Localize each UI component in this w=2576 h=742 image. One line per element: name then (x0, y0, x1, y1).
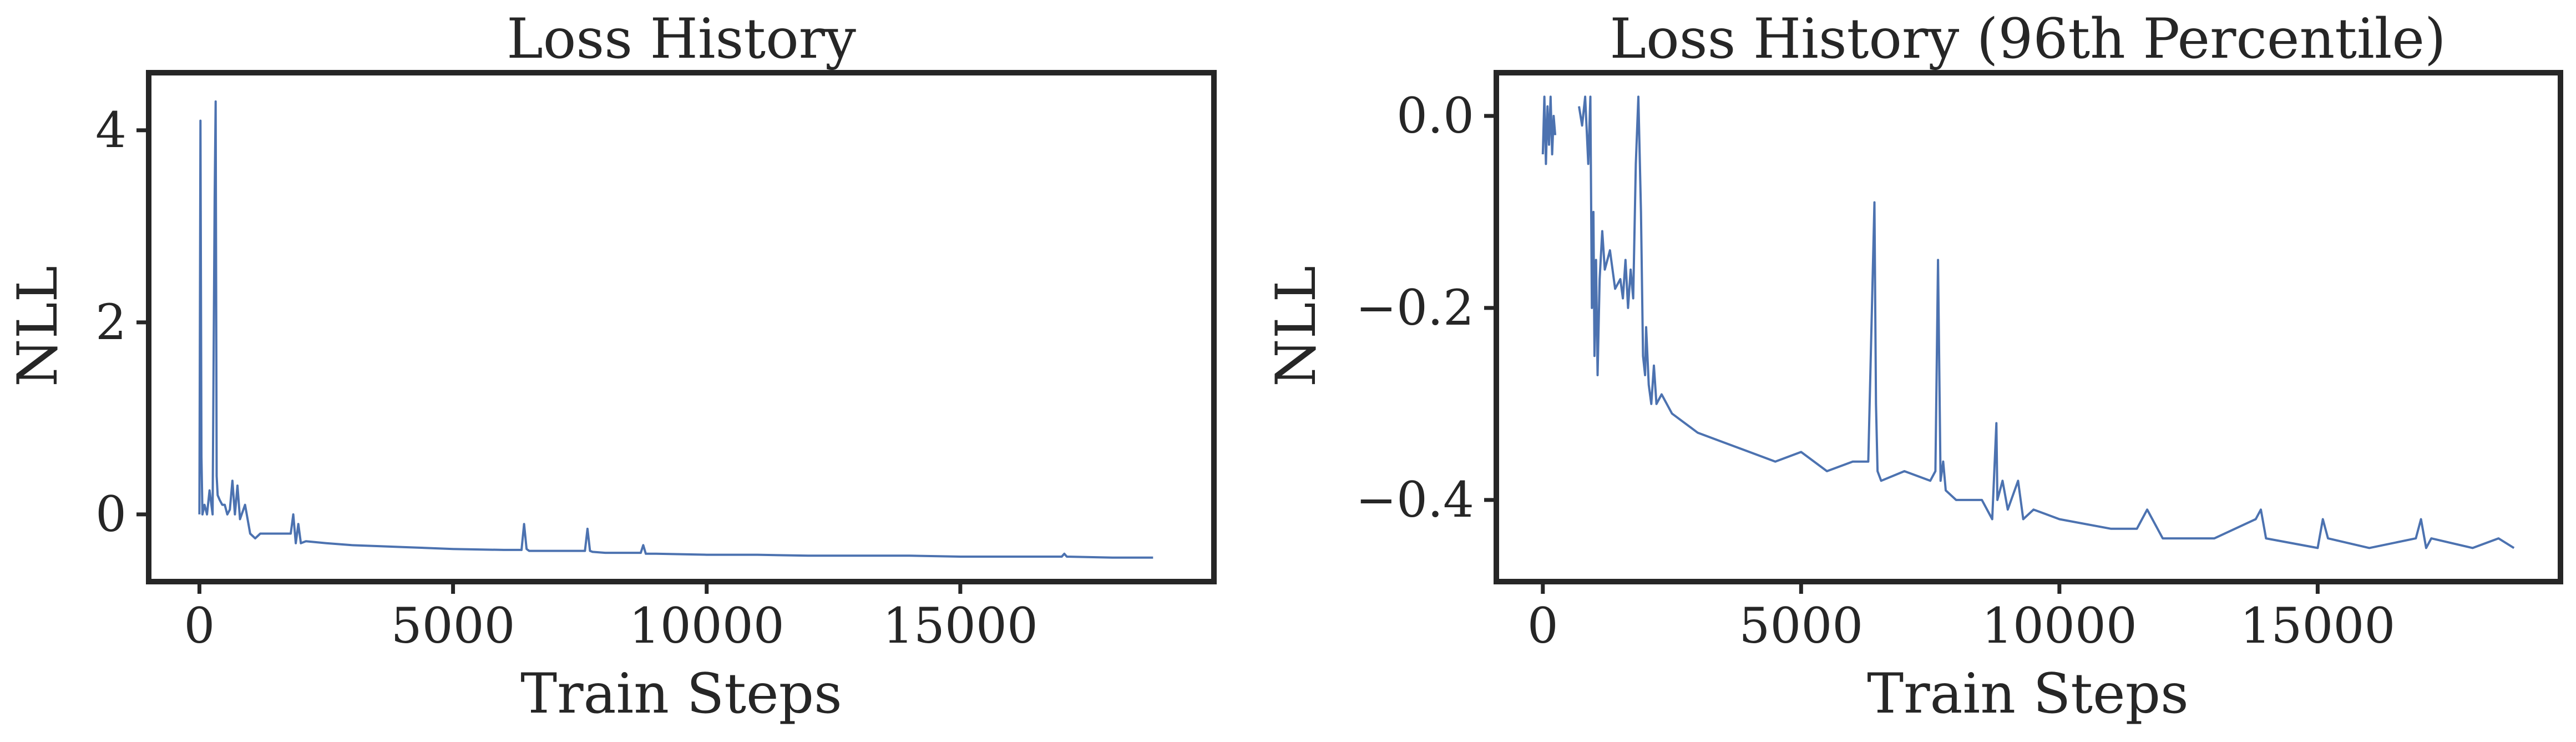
axis-ticks: 0 5000 10000 15000 0.0 −0.2 −0.4 (1355, 87, 2395, 654)
series-line (1541, 95, 1557, 165)
axes-frame (146, 70, 1217, 584)
y-tick-label: 2 (95, 294, 126, 351)
y-tick-label: 4 (95, 102, 126, 159)
x-tick-label: 0 (1527, 597, 1558, 654)
y-tick-label: −0.4 (1355, 471, 1474, 528)
y-tick-label: 0.0 (1396, 87, 1474, 144)
plot-area (198, 100, 1153, 559)
series-line (1578, 95, 2515, 549)
axes-frame (1494, 70, 2563, 584)
x-tick-label: 10000 (629, 597, 785, 654)
x-tick-label: 5000 (1739, 597, 1863, 654)
y-tick-label: 0 (95, 486, 126, 543)
x-tick-label: 0 (184, 597, 215, 654)
axis-ticks: 0 5000 10000 15000 0 2 4 (95, 102, 1038, 654)
x-tick-label: 5000 (391, 597, 515, 654)
x-axis-label: Train Steps (1867, 662, 2189, 726)
y-tick-label: −0.2 (1355, 279, 1474, 336)
loss-history-panel: Loss History NLL Train Steps 0 5000 10000 1… (6, 7, 1217, 726)
x-tick-label: 15000 (2240, 597, 2395, 654)
loss-history-percentile-panel: Loss History (96th Percentile) NLL Train… (1264, 7, 2563, 726)
y-axis-label: NLL (1264, 266, 1328, 387)
chart-title: Loss History (96th Percentile) (1610, 7, 2446, 71)
y-axis-label: NLL (6, 266, 70, 387)
x-tick-label: 10000 (1982, 597, 2137, 654)
x-axis-label: Train Steps (520, 662, 842, 726)
series-line (198, 100, 1153, 559)
chart-title: Loss History (507, 7, 856, 71)
x-tick-label: 15000 (883, 597, 1038, 654)
plot-area (1541, 95, 2515, 549)
